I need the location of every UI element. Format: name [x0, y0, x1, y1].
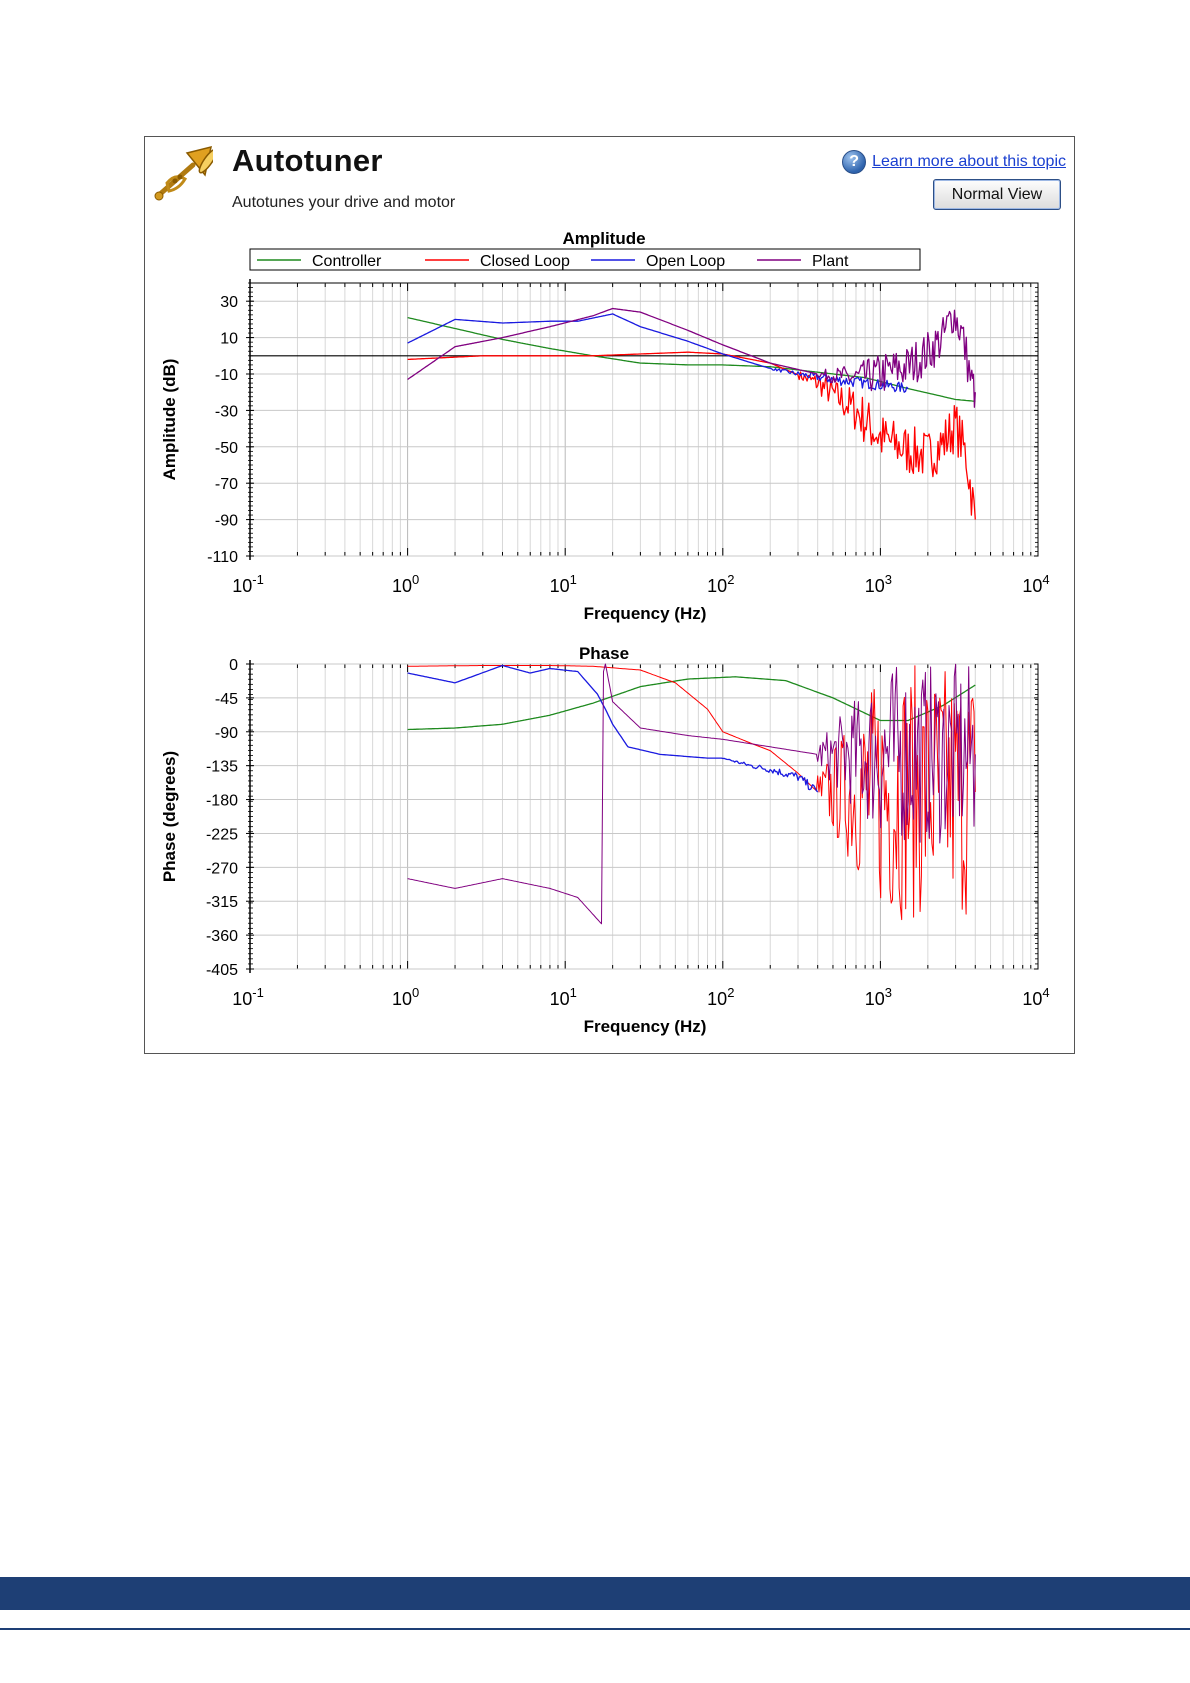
series-line-plant: [407, 663, 976, 925]
autotuner-panel: Autotuner Autotunes your drive and motor…: [144, 136, 1075, 1054]
y-tick-label: -360: [206, 928, 238, 945]
x-tick-label: 102: [707, 572, 734, 596]
x-tick-label: 100: [392, 985, 419, 1009]
x-tick-label: 103: [865, 572, 892, 596]
legend-box: [249, 248, 921, 271]
learn-more-link[interactable]: Learn more about this topic: [872, 153, 1066, 170]
y-tick-label: 10: [220, 331, 238, 348]
x-tick-label: 104: [1022, 572, 1049, 596]
y-tick-label: -45: [215, 691, 238, 708]
y-tick-label: -405: [206, 962, 238, 979]
page-subtitle: Autotunes your drive and motor: [232, 194, 456, 211]
series-line-open-loop: [407, 664, 819, 793]
legend-entry: Closed Loop: [480, 253, 570, 270]
y-tick-label: -10: [215, 367, 238, 384]
y-tick-label: -135: [206, 759, 238, 776]
y-tick-label: -315: [206, 894, 238, 911]
footer-band: [0, 1577, 1190, 1610]
legend-entry: Controller: [312, 253, 382, 270]
y-tick-label: -50: [215, 440, 238, 457]
help-question-icon[interactable]: ?: [842, 150, 867, 174]
y-tick-label: -225: [206, 826, 238, 843]
y-axis-label: Phase (degrees): [160, 751, 179, 882]
x-tick-label: 101: [550, 572, 577, 596]
legend-entry: Open Loop: [646, 253, 725, 270]
x-tick-label: 102: [707, 985, 734, 1009]
y-tick-label: -30: [215, 403, 238, 420]
footer-line: [0, 1628, 1190, 1630]
trumpet-icon: [154, 145, 213, 201]
y-tick-label: -90: [215, 513, 238, 530]
y-tick-label: -70: [215, 476, 238, 493]
x-tick-label: 10-1: [232, 572, 264, 596]
y-tick-label: 0: [229, 657, 238, 674]
chart-title: Phase: [579, 644, 629, 663]
chart-legend: Controller Closed Loop Open Loop Plant: [249, 248, 921, 271]
y-axis-label: Amplitude (dB): [160, 359, 179, 481]
series-line-closed-loop: [407, 351, 976, 520]
help-area: ? Learn more about this topic: [842, 150, 1066, 174]
normal-view-button[interactable]: Normal View: [933, 179, 1061, 210]
plot-area: [249, 282, 1039, 557]
x-tick-label: 103: [865, 985, 892, 1009]
x-axis-label: Frequency (Hz): [584, 604, 707, 623]
x-tick-label: 101: [550, 985, 577, 1009]
y-tick-label: -180: [206, 793, 238, 810]
chart-title: Amplitude: [562, 229, 645, 248]
x-tick-label: 104: [1022, 985, 1049, 1009]
y-tick-label: 30: [220, 294, 238, 311]
y-tick-label: -270: [206, 860, 238, 877]
x-axis-label: Frequency (Hz): [584, 1017, 707, 1036]
chart-0: 30 10 -10 -30 -50 -70 -90 -110 10-1 100 101 102 103 1…: [160, 229, 1050, 623]
x-tick-label: 10-1: [232, 985, 264, 1009]
legend-entry: Plant: [812, 253, 849, 270]
x-tick-label: 100: [392, 572, 419, 596]
series-line-controller: [407, 676, 976, 731]
y-tick-label: -90: [215, 725, 238, 742]
series-line-plant: [407, 307, 976, 408]
page-title: Autotuner: [232, 143, 383, 178]
chart-1: 0 -45 -90 -135 -180 -225 -270 -315 -360 -405 10-1 1…: [160, 644, 1050, 1036]
y-tick-label: -110: [207, 549, 238, 566]
